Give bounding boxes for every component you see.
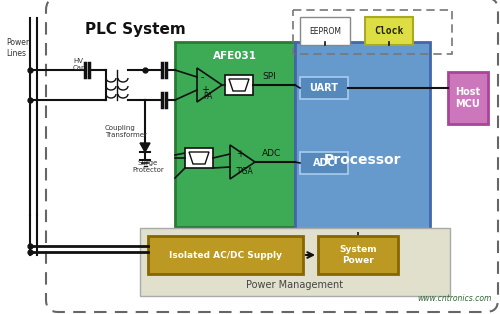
Text: Processor: Processor (324, 153, 401, 167)
Text: Clock: Clock (374, 26, 404, 36)
Text: Host
MCU: Host MCU (456, 87, 480, 109)
Text: UART: UART (310, 83, 338, 93)
Text: Power
Lines: Power Lines (6, 38, 29, 58)
Text: EEPROM: EEPROM (309, 26, 341, 35)
Text: HV
Cap: HV Cap (73, 58, 86, 71)
Text: System
Power: System Power (339, 245, 377, 265)
FancyBboxPatch shape (448, 72, 488, 124)
FancyBboxPatch shape (295, 42, 430, 232)
FancyBboxPatch shape (300, 17, 350, 45)
FancyBboxPatch shape (148, 236, 303, 274)
Text: Surge
Protector: Surge Protector (132, 160, 164, 173)
FancyBboxPatch shape (300, 77, 348, 99)
Text: Power Management: Power Management (246, 280, 344, 290)
Text: AFE031: AFE031 (213, 51, 257, 61)
FancyBboxPatch shape (318, 236, 398, 274)
FancyBboxPatch shape (365, 17, 413, 45)
Text: -: - (201, 72, 204, 82)
Text: PA: PA (203, 92, 212, 101)
FancyBboxPatch shape (225, 75, 253, 95)
FancyBboxPatch shape (140, 228, 450, 296)
FancyBboxPatch shape (185, 148, 213, 168)
Polygon shape (140, 143, 150, 152)
Text: PLC System: PLC System (85, 22, 186, 37)
Text: +: + (236, 149, 244, 159)
Text: -: - (236, 162, 240, 172)
Text: ADC: ADC (262, 149, 281, 158)
Text: ADC: ADC (312, 158, 336, 168)
Text: www.cntronics.com: www.cntronics.com (418, 294, 492, 303)
Text: PGA: PGA (237, 167, 253, 176)
FancyBboxPatch shape (300, 152, 348, 174)
Text: +: + (201, 85, 209, 95)
FancyBboxPatch shape (175, 42, 295, 227)
Text: SPI: SPI (262, 72, 276, 81)
Text: Isolated AC/DC Supply: Isolated AC/DC Supply (169, 251, 282, 259)
Text: Coupling
Transformer: Coupling Transformer (105, 125, 147, 138)
